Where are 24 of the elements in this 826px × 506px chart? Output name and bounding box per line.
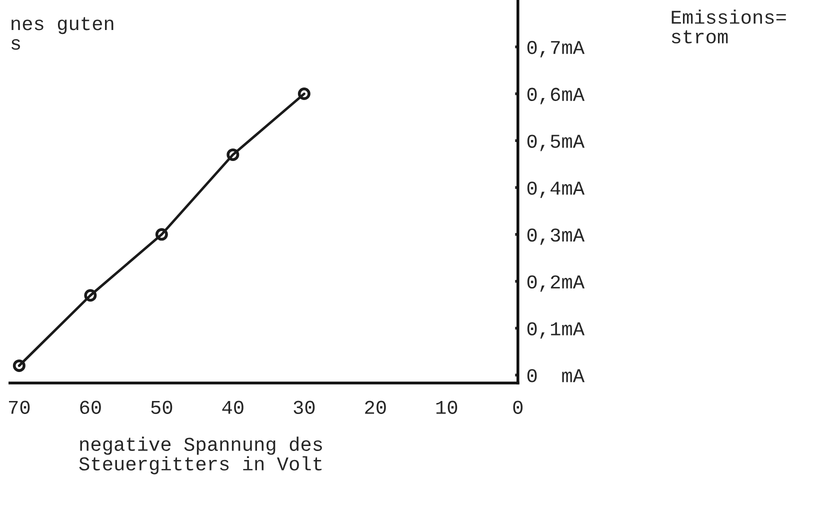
point <box>155 228 168 241</box>
x-tick-label: 30 <box>294 400 315 414</box>
x-axis-title: negative Spannung des Steuergitters in Volt <box>79 436 322 474</box>
x-tick-label: 40 <box>222 400 244 414</box>
y-tick-label: 0,2mA <box>527 275 585 292</box>
y-tick-label: 0,1mA <box>527 322 585 339</box>
x-tick-label: 0 <box>513 400 523 414</box>
y-tick-label: 0,6mA <box>527 88 585 104</box>
y-axis-title: Emissions= strom <box>672 10 786 44</box>
x-tick-label: 10 <box>436 400 458 414</box>
point <box>84 289 97 302</box>
x-tick-label: 50 <box>151 400 172 414</box>
x-tick-label: 60 <box>80 400 101 414</box>
y-tick-label: 0,7mA <box>527 40 585 58</box>
x-tick-label: 70 <box>9 400 30 414</box>
y-tick-label: 0,3mA <box>527 228 585 245</box>
y-tick-label: 0 mA <box>527 369 585 382</box>
y-tick-label: 0,4mA <box>527 182 585 198</box>
annotation: nes guten s <box>12 17 114 50</box>
point <box>298 88 310 100</box>
point <box>12 359 26 372</box>
x-tick-label: 20 <box>365 400 386 414</box>
y-tick-label: 0,5mA <box>527 134 585 152</box>
point <box>226 148 240 161</box>
